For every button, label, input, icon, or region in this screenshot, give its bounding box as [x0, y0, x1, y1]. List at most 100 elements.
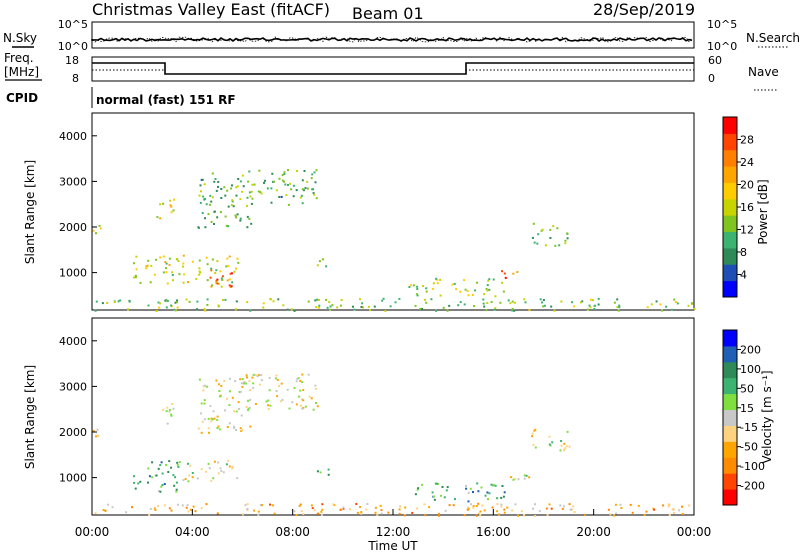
heatmap-cell	[229, 390, 231, 393]
heatmap-cell	[373, 305, 376, 308]
heatmap-cell	[216, 216, 219, 219]
heatmap-cell	[312, 188, 315, 191]
heatmap-cell	[165, 464, 168, 466]
heatmap-cell	[271, 172, 274, 175]
heatmap-cell	[166, 406, 169, 409]
heatmap-cell	[162, 408, 165, 411]
heatmap-cell	[492, 484, 495, 487]
heatmap-cell	[306, 180, 309, 183]
heatmap-cell	[169, 204, 172, 207]
heatmap-cell	[198, 273, 201, 276]
heatmap-cell	[302, 389, 305, 391]
heatmap-cell	[247, 399, 249, 402]
heatmap-cell	[256, 375, 259, 378]
heatmap-cell	[524, 301, 527, 304]
heatmap-cell	[483, 305, 486, 308]
heatmap-cell	[125, 511, 128, 514]
heatmap-cell	[465, 487, 468, 490]
heatmap-cell	[207, 213, 210, 216]
heatmap-cell	[503, 491, 506, 494]
heatmap-cell	[691, 302, 694, 305]
heatmap-cell	[568, 503, 571, 506]
heatmap-cell	[542, 305, 545, 308]
heatmap-cell	[421, 307, 424, 310]
heatmap-cell	[257, 513, 260, 516]
colorbar-swatch	[723, 441, 737, 458]
colorbar-swatch	[723, 117, 737, 134]
heatmap-cell	[558, 244, 561, 247]
heatmap-cell	[107, 503, 110, 506]
heatmap-cell	[145, 267, 148, 270]
heatmap-cell	[619, 503, 622, 506]
heatmap-cell	[287, 184, 289, 186]
heatmap-cell	[486, 284, 489, 286]
heatmap-cell	[176, 301, 178, 304]
heatmap-cell	[588, 304, 591, 307]
heatmap-cell	[486, 491, 489, 494]
heatmap-cell	[565, 445, 568, 448]
heatmap-cell	[545, 507, 548, 510]
heatmap-cell	[207, 427, 210, 430]
heatmap-cell	[523, 514, 526, 517]
heatmap-cell	[182, 281, 185, 284]
heatmap-cell	[389, 305, 392, 308]
heatmap-cell	[153, 273, 156, 276]
colorbar-swatch	[723, 231, 737, 249]
heatmap-cell	[513, 309, 516, 312]
heatmap-cell	[374, 511, 377, 514]
heatmap-cell	[216, 418, 219, 421]
heatmap-cell	[542, 299, 545, 301]
heatmap-cell	[278, 177, 281, 180]
heatmap-cell	[205, 503, 208, 506]
heatmap-cell	[455, 288, 458, 291]
heatmap-cell	[299, 389, 302, 392]
velocity-panel-frame	[91, 317, 695, 516]
heatmap-cell	[467, 507, 470, 510]
heatmap-cell	[485, 288, 488, 290]
heatmap-cell	[667, 505, 670, 508]
colorbar-swatch	[723, 264, 737, 282]
heatmap-cell	[198, 267, 201, 270]
heatmap-cell	[274, 377, 277, 380]
heatmap-cell	[161, 484, 164, 486]
heatmap-cell	[369, 309, 372, 312]
heatmap-cell	[229, 272, 232, 275]
colorbar-swatch	[723, 182, 737, 200]
heatmap-cell	[541, 301, 543, 304]
colorbar-tick-label: 4	[740, 269, 747, 282]
heatmap-cell	[356, 511, 359, 514]
heatmap-cell	[278, 196, 281, 198]
heatmap-cell	[499, 301, 502, 304]
nsky-panel-frame	[91, 21, 695, 49]
velocity-panel: 1000 2000 3000 4000 Slant Range [km]	[23, 317, 695, 517]
heatmap-cell	[520, 510, 523, 513]
heatmap-cell	[226, 257, 229, 260]
heatmap-cell	[618, 304, 621, 307]
heatmap-cell	[313, 193, 316, 196]
heatmap-cell	[228, 404, 231, 406]
colorbar-tick-label: 20	[740, 179, 754, 192]
heatmap-cell	[293, 309, 296, 312]
heatmap-cell	[196, 477, 199, 480]
heatmap-cell	[589, 298, 592, 301]
heatmap-cell	[177, 465, 180, 468]
heatmap-cell	[569, 508, 572, 511]
heatmap-cell	[483, 509, 486, 512]
heatmap-cell	[205, 470, 208, 473]
heatmap-cell	[236, 477, 239, 480]
heatmap-cell	[227, 265, 230, 268]
heatmap-cell	[314, 181, 317, 184]
heatmap-cell	[483, 293, 486, 296]
heatmap-cell	[566, 232, 569, 235]
heatmap-cell	[514, 503, 517, 506]
heatmap-cell	[228, 465, 231, 468]
heatmap-cell	[355, 503, 358, 505]
heatmap-cell	[207, 417, 210, 420]
heatmap-cell	[188, 300, 191, 303]
heatmap-cell	[174, 476, 176, 479]
heatmap-cell	[416, 288, 419, 290]
heatmap-cell	[316, 405, 319, 408]
heatmap-cell	[303, 170, 306, 172]
heatmap-cell	[177, 503, 179, 506]
heatmap-cell	[302, 399, 305, 402]
